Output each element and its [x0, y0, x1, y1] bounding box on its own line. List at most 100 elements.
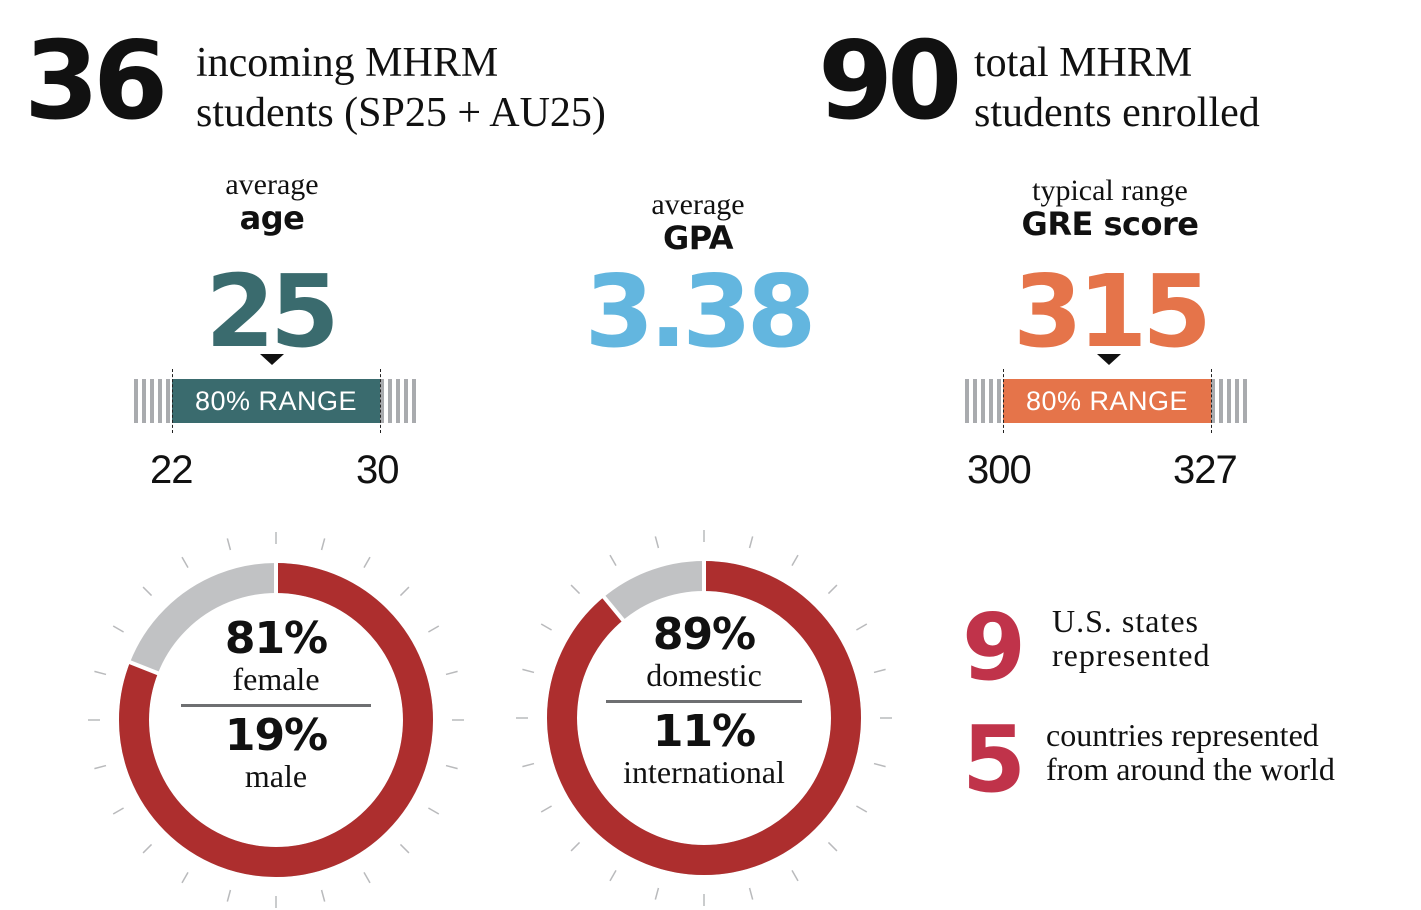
- origin-donut-chart: [516, 530, 892, 906]
- female-label: female: [232, 661, 320, 697]
- origin-tick: [570, 841, 581, 852]
- incoming-students-label: incoming MHRM students (SP25 + AU25): [196, 38, 606, 138]
- incoming-students-line1: incoming MHRM: [196, 40, 499, 86]
- age-range: 80% RANGE 22 30: [134, 354, 424, 494]
- gender-tick: [445, 764, 458, 770]
- gender-tick: [181, 872, 189, 884]
- gender-tick: [181, 556, 189, 568]
- origin-tick: [522, 762, 535, 768]
- origin-tick: [522, 668, 535, 674]
- gender-donut-labels: 81% female 19% male: [156, 616, 396, 793]
- domestic-label: domestic: [646, 657, 762, 693]
- origin-tick: [827, 841, 838, 852]
- origin-tick: [609, 870, 617, 882]
- origin-tick: [873, 668, 886, 674]
- gre-stat: typical range GRE score: [970, 174, 1250, 243]
- origin-tick: [856, 623, 868, 631]
- gender-tick: [112, 807, 124, 815]
- gender-tick: [320, 538, 326, 551]
- gender-tick: [399, 586, 410, 597]
- gre-range-bar: 80% RANGE: [1003, 379, 1211, 423]
- origin-slice-separator: [601, 594, 626, 623]
- age-range-max-marker: [380, 369, 381, 433]
- states-label: U.S. states represented: [1052, 604, 1210, 672]
- origin-tick: [873, 762, 886, 768]
- international-percent: 11%: [652, 706, 756, 757]
- gender-tick: [142, 586, 153, 597]
- origin-tick: [540, 623, 552, 631]
- total-students-label: total MHRM students enrolled: [974, 38, 1260, 138]
- total-students-number: 90: [818, 19, 962, 144]
- international-label: international: [623, 754, 785, 790]
- gender-tick: [428, 625, 440, 633]
- origin-tick: [654, 536, 660, 549]
- origin-tick: [570, 584, 581, 595]
- gender-tick: [445, 670, 458, 676]
- origin-tick: [791, 870, 799, 882]
- gre-pointer-icon: [1097, 354, 1121, 365]
- states-label-line1: U.S. states: [1052, 603, 1199, 639]
- origin-tick: [856, 805, 868, 813]
- origin-tick: [827, 584, 838, 595]
- gender-slice-separator: [128, 659, 160, 676]
- gre-value: 315: [1013, 253, 1212, 370]
- age-label-bold: age: [239, 199, 305, 237]
- gpa-value: 3.38: [584, 253, 817, 370]
- origin-tick: [791, 554, 799, 566]
- gender-tick: [142, 843, 153, 854]
- gre-range-max: 327: [1173, 448, 1238, 492]
- gender-tick: [320, 889, 326, 902]
- countries-number: 5: [962, 706, 1027, 813]
- gender-tick: [399, 843, 410, 854]
- origin-tick: [748, 536, 754, 549]
- gender-tick: [94, 764, 107, 770]
- age-range-max: 30: [356, 448, 399, 492]
- gender-tick: [363, 556, 371, 568]
- age-value: 25: [205, 253, 339, 370]
- gre-range-stripes-left: [965, 379, 1003, 423]
- gre-label-bold: GRE score: [1021, 205, 1199, 243]
- gre-range-stripes-right: [1211, 379, 1249, 423]
- domestic-percent: 89%: [652, 609, 756, 660]
- origin-tick: [609, 554, 617, 566]
- gender-tick: [226, 538, 232, 551]
- countries-label: countries represented from around the wo…: [1046, 718, 1335, 786]
- states-number: 9: [962, 594, 1027, 701]
- male-percent: 19%: [224, 710, 328, 761]
- gender-tick: [94, 670, 107, 676]
- gre-range-min-marker: [1003, 369, 1004, 433]
- gre-range: 80% RANGE 300 327: [965, 354, 1265, 494]
- origin-tick: [748, 887, 754, 900]
- age-range-stripes-right: [380, 379, 418, 423]
- countries-label-line2: from around the world: [1046, 751, 1335, 787]
- gender-tick: [428, 807, 440, 815]
- gender-divider: [181, 704, 371, 707]
- incoming-students-number: 36: [24, 19, 168, 144]
- age-range-min-marker: [172, 369, 173, 433]
- female-percent: 81%: [224, 613, 328, 664]
- gre-label-small: typical range: [1032, 174, 1188, 207]
- male-label: male: [244, 758, 308, 794]
- origin-tick: [654, 887, 660, 900]
- countries-label-line1: countries represented: [1046, 717, 1319, 753]
- total-students-line1: total MHRM: [974, 40, 1193, 86]
- total-students-line2: students enrolled: [974, 90, 1260, 136]
- age-stat: average age: [160, 168, 384, 237]
- age-pointer-icon: [260, 354, 284, 365]
- age-range-min: 22: [150, 448, 193, 492]
- gpa-label-bold: GPA: [662, 219, 734, 257]
- origin-tick: [540, 805, 552, 813]
- origin-donut-labels: 89% domestic 11% international: [584, 612, 824, 789]
- gender-tick: [226, 889, 232, 902]
- gre-range-min: 300: [967, 448, 1032, 492]
- age-label-small: average: [225, 168, 319, 201]
- gre-range-max-marker: [1211, 369, 1212, 433]
- incoming-students-line2: students (SP25 + AU25): [196, 90, 606, 136]
- age-range-bar: 80% RANGE: [172, 379, 380, 423]
- gender-tick: [363, 872, 371, 884]
- gpa-stat: average GPA: [586, 190, 810, 257]
- gender-donut-chart: [88, 532, 464, 908]
- gender-tick: [112, 625, 124, 633]
- age-range-stripes-left: [134, 379, 172, 423]
- states-label-line2: represented: [1052, 637, 1211, 673]
